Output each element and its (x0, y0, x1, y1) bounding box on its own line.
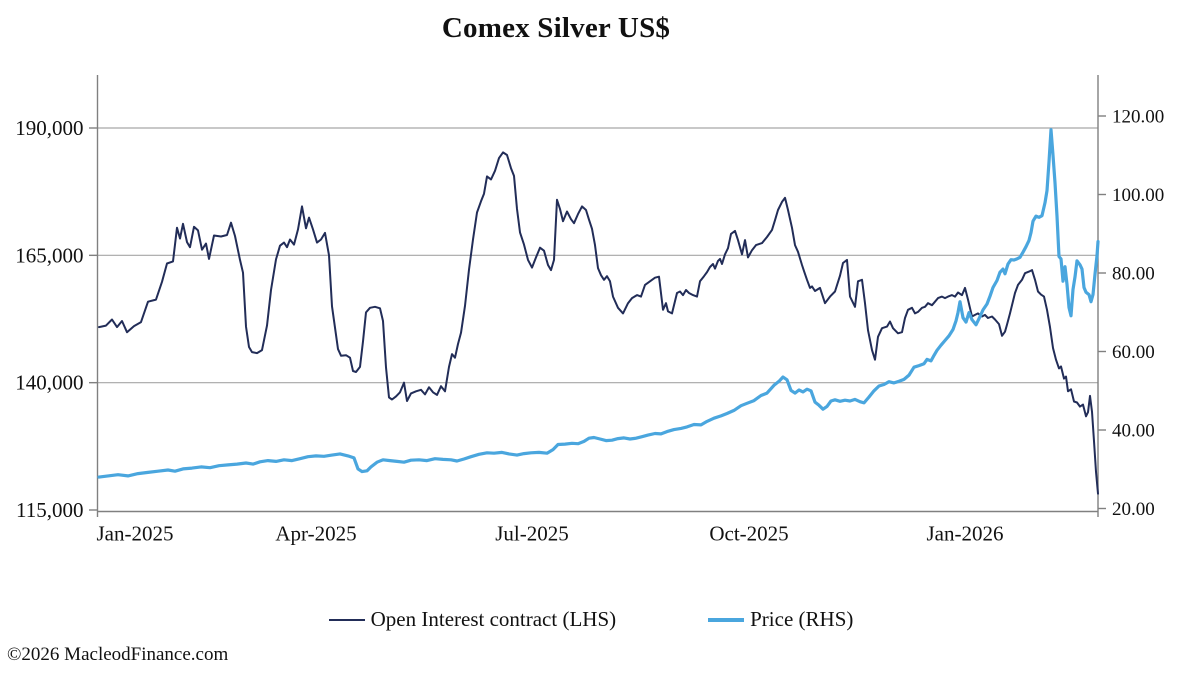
chart-title: Comex Silver US$ (441, 12, 671, 44)
legend: Open Interest contract (LHS) Price (RHS) (0, 607, 1182, 632)
left-axis-label: 140,000 (15, 371, 83, 395)
price-line (97, 128, 1100, 479)
right-axis-label: 80.00 (1112, 264, 1155, 285)
right-axis-label: 20.00 (1112, 499, 1155, 520)
legend-item-price: Price (RHS) (708, 607, 853, 632)
left-axis-label: 190,000 (15, 116, 83, 140)
right-axis-label: 100.00 (1112, 185, 1164, 206)
price-line-swatch (708, 617, 745, 622)
x-axis-label: Jul-2025 (495, 522, 569, 546)
x-axis-label: Apr-2025 (275, 522, 356, 546)
x-axis-label: Jan-2025 (97, 522, 174, 546)
legend-item-open-interest: Open Interest contract (LHS) (328, 607, 617, 632)
right-axis-label: 120.00 (1112, 107, 1164, 128)
left-axis-label: 115,000 (16, 498, 83, 522)
open-interest-line (98, 151, 1099, 495)
legend-label-price: Price (RHS) (750, 607, 854, 631)
x-axis-label: Oct-2025 (709, 522, 788, 546)
x-axis-label: Jan-2026 (927, 522, 1004, 546)
footer-credit: ©2026 MacleodFinance.com (7, 644, 229, 665)
left-axis-label: 165,000 (15, 243, 83, 267)
legend-label-open-interest: Open Interest contract (LHS) (370, 607, 617, 631)
right-axis-label: 40.00 (1112, 421, 1155, 442)
open-interest-line-swatch (328, 618, 365, 621)
right-axis-label: 60.00 (1112, 342, 1155, 363)
